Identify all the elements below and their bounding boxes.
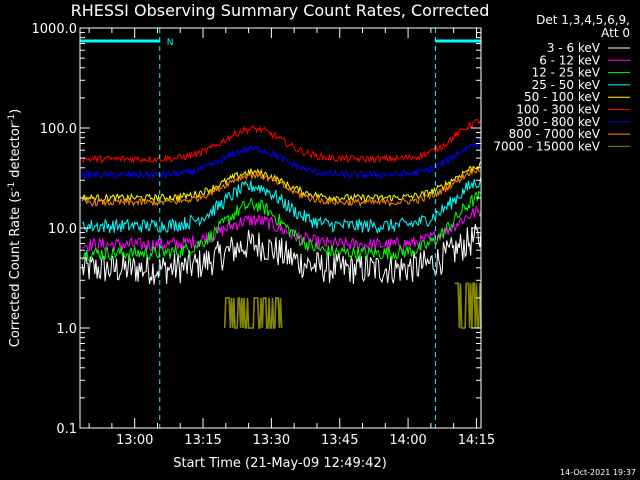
series-line	[82, 205, 482, 254]
legend-label: 800 - 7000 keV	[509, 127, 601, 141]
footer-timestamp: 14-Oct-2021 19:37	[560, 468, 636, 477]
series-4	[81, 161, 482, 203]
y-label-sup1: -1	[7, 182, 17, 191]
y-label-mid: detector	[8, 122, 23, 182]
y-tick-label: 100.0	[40, 122, 77, 137]
series-7	[81, 166, 482, 208]
legend-label: 300 - 800 keV	[516, 115, 600, 129]
y-tick-label: 10.0	[48, 222, 77, 237]
legend-header-line1: Det 1,3,4,5,6,9,	[536, 13, 630, 27]
y-axis: 1000.0 100.0 10.0 1.0 0.1	[32, 22, 481, 437]
series-8	[223, 282, 482, 329]
series-5	[81, 119, 482, 165]
x-tick-label: 14:15	[458, 433, 495, 448]
series-1	[82, 205, 482, 254]
x-tick-label: 13:30	[253, 433, 290, 448]
chart-title: RHESSI Observing Summary Count Rates, Co…	[71, 1, 490, 20]
legend-label: 100 - 300 keV	[516, 103, 600, 117]
series-6	[81, 138, 482, 180]
y-label-main: Corrected Count Rate (s	[8, 191, 23, 348]
series-layer	[81, 119, 482, 329]
series-3	[81, 175, 482, 235]
series-2	[81, 190, 482, 262]
series-line	[81, 166, 482, 208]
y-label-end: )	[8, 109, 23, 114]
y-tick-label: 1000.0	[32, 22, 78, 37]
x-tick-label: 13:00	[116, 433, 153, 448]
legend-label: 7000 - 15000 keV	[493, 139, 600, 153]
night-marker-label: N	[167, 38, 174, 48]
x-tick-label: 13:45	[321, 433, 358, 448]
series-line	[81, 175, 482, 235]
x-axis-label: Start Time (21-May-09 12:49:42)	[173, 456, 387, 471]
y-label-sup2: -1	[7, 114, 17, 123]
series-0	[81, 224, 482, 285]
y-axis-label: Corrected Count Rate (s-1 detector-1)	[7, 109, 23, 347]
y-tick-label: 0.1	[56, 422, 77, 437]
legend-label: 25 - 50 keV	[532, 78, 601, 92]
y-tick-label: 1.0	[56, 322, 77, 337]
legend-label: 50 - 100 keV	[524, 90, 601, 104]
series-line	[81, 190, 482, 262]
legend-label: 6 - 12 keV	[539, 53, 601, 67]
series-line	[81, 224, 482, 285]
series-line	[81, 138, 482, 180]
series-line	[81, 119, 482, 165]
series-line	[223, 282, 482, 329]
x-axis: 13:00 13:15 13:30 13:45 14:00 14:15	[88, 28, 495, 448]
legend-label: 3 - 6 keV	[547, 41, 601, 55]
x-tick-label: 14:00	[389, 433, 426, 448]
legend-header-line2: Att 0	[601, 26, 630, 40]
x-tick-label: 13:15	[184, 433, 221, 448]
legend-label: 12 - 25 keV	[532, 66, 601, 80]
series-line	[81, 161, 482, 203]
